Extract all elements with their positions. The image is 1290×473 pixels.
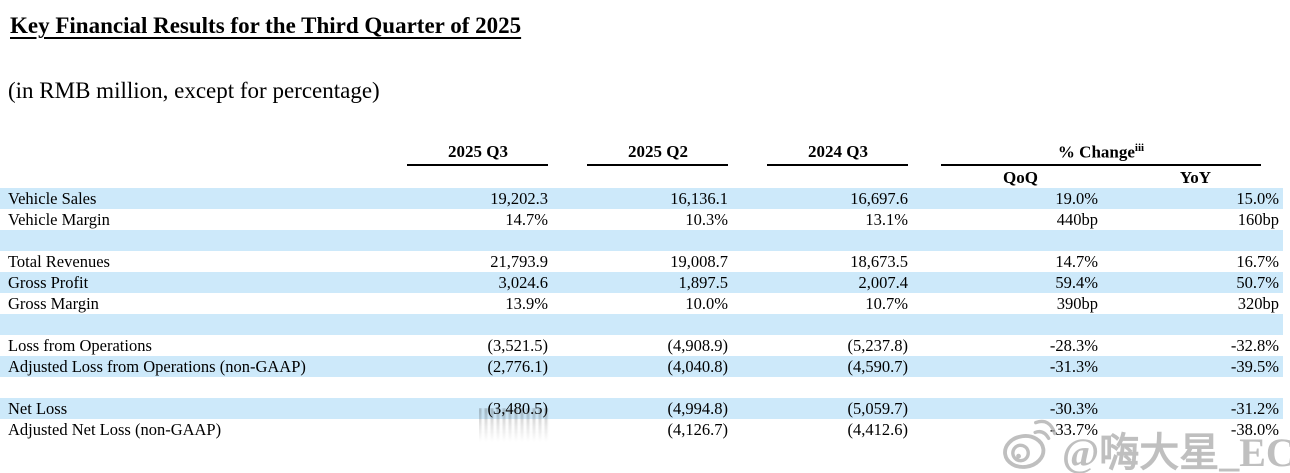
cell-2025q2: (4,908.9) (667, 336, 729, 355)
cell-2025q2: 10.0% (685, 294, 728, 313)
column-header-qoq: QoQ (1003, 168, 1038, 187)
column-header-yoy: YoY (1179, 168, 1212, 187)
table-row: Adjusted Loss from Operations (non-GAAP)… (0, 356, 1283, 377)
table-row-spacer (0, 377, 1283, 398)
cell-qoq: -30.3% (1049, 399, 1098, 418)
cell-yoy: 160bp (1237, 210, 1279, 229)
cell-yoy: 15.0% (1236, 189, 1279, 208)
cell-yoy: -38.0% (1230, 420, 1279, 439)
table-row: Gross Margin 13.9% 10.0% 10.7% 390bp 320… (0, 293, 1283, 314)
header-rule (407, 164, 548, 166)
row-label (0, 377, 408, 398)
table-row: Vehicle Sales 19,202.3 16,136.1 16,697.6… (0, 188, 1283, 209)
table-row-spacer (0, 314, 1283, 335)
cell-yoy: 320bp (1237, 294, 1279, 313)
row-label: Loss from Operations (8, 336, 152, 355)
row-label: Adjusted Loss from Operations (non-GAAP) (8, 357, 306, 376)
row-label: Vehicle Margin (8, 210, 110, 229)
row-label (0, 314, 408, 335)
row-label (0, 230, 408, 251)
cell-2025q2: 1,897.5 (678, 273, 729, 292)
page-title: Key Financial Results for the Third Quar… (10, 13, 522, 38)
cell-2025q3: (3,480.5) (487, 399, 549, 418)
cell-qoq: -28.3% (1049, 336, 1098, 355)
cell-2024q3: 10.7% (865, 294, 908, 313)
cell-2025q2: (4,126.7) (667, 420, 729, 439)
column-header-2025-q3: 2025 Q3 (448, 142, 508, 161)
cell-yoy: -32.8% (1230, 336, 1279, 355)
column-header-2024-q3: 2024 Q3 (808, 142, 868, 161)
cell-2025q3: (2,776.1) (487, 357, 549, 376)
column-header-2025-q2: 2025 Q2 (628, 142, 688, 161)
column-header-pct-change: % Changeiii (941, 142, 1261, 163)
table-row: Loss from Operations (3,521.5) (4,908.9)… (0, 335, 1283, 356)
cell-qoq: 440bp (1056, 210, 1098, 229)
cell-2024q3: (5,237.8) (847, 336, 909, 355)
header-rule (767, 164, 908, 166)
cell-2025q2: (4,040.8) (667, 357, 729, 376)
cell-2024q3: 2,007.4 (858, 273, 909, 292)
cell-2025q2: (4,994.8) (667, 399, 729, 418)
cell-2024q3: (4,590.7) (847, 357, 909, 376)
header-rule (941, 164, 1261, 166)
cell-2025q2: 16,136.1 (670, 189, 728, 208)
cell-qoq: 14.7% (1055, 252, 1098, 271)
cell-2025q3: 13.9% (505, 294, 548, 313)
table-row: Net Loss (3,480.5) (4,994.8) (5,059.7) -… (0, 398, 1283, 419)
cell-2024q3: 18,673.5 (850, 252, 908, 271)
cell-2024q3: (5,059.7) (847, 399, 909, 418)
cell-yoy: 16.7% (1236, 252, 1279, 271)
cell-yoy: 50.7% (1236, 273, 1279, 292)
cell-2025q2: 10.3% (685, 210, 728, 229)
cell-qoq: 59.4% (1055, 273, 1098, 292)
cell-2024q3: (4,412.6) (847, 420, 909, 439)
cell-qoq: 19.0% (1055, 189, 1098, 208)
cell-yoy: -31.2% (1230, 399, 1279, 418)
row-label: Adjusted Net Loss (non-GAAP) (8, 420, 222, 439)
table-body: Vehicle Sales 19,202.3 16,136.1 16,697.6… (0, 188, 1283, 440)
cell-2025q3: (3,521.5) (487, 336, 549, 355)
header-rule (587, 164, 728, 166)
cell-2025q3: 21,793.9 (490, 252, 548, 271)
cell-2025q3: 14.7% (505, 210, 548, 229)
table-row: Total Revenues 21,793.9 19,008.7 18,673.… (0, 251, 1283, 272)
row-label: Gross Profit (8, 273, 89, 292)
footnote-marker: iii (1134, 142, 1145, 154)
table-row: Adjusted Net Loss (non-GAAP) (4,126.7) (… (0, 419, 1283, 440)
cell-yoy: -39.5% (1230, 357, 1279, 376)
row-label: Vehicle Sales (8, 189, 97, 208)
cell-2025q2: 19,008.7 (670, 252, 728, 271)
table-row: Vehicle Margin 14.7% 10.3% 13.1% 440bp 1… (0, 209, 1283, 230)
units-note: (in RMB million, except for percentage) (8, 78, 380, 103)
cell-qoq: -33.7% (1049, 420, 1098, 439)
cell-2024q3: 16,697.6 (850, 189, 908, 208)
table-header: 2025 Q3 2025 Q2 2024 Q3 % Changeiii QoQ … (0, 140, 1290, 188)
row-label: Total Revenues (8, 252, 110, 271)
pct-change-label: % Change (1057, 142, 1135, 162)
cell-qoq: -31.3% (1049, 357, 1098, 376)
cell-2024q3: 13.1% (865, 210, 908, 229)
row-label: Gross Margin (8, 294, 99, 313)
table-row: Gross Profit 3,024.6 1,897.5 2,007.4 59.… (0, 272, 1283, 293)
cell-qoq: 390bp (1056, 294, 1098, 313)
cell-2025q3: 3,024.6 (498, 273, 549, 292)
table-row-spacer (0, 230, 1283, 251)
cell-2025q3 (408, 419, 548, 440)
cell-2025q3: 19,202.3 (490, 189, 548, 208)
row-label: Net Loss (8, 399, 68, 418)
